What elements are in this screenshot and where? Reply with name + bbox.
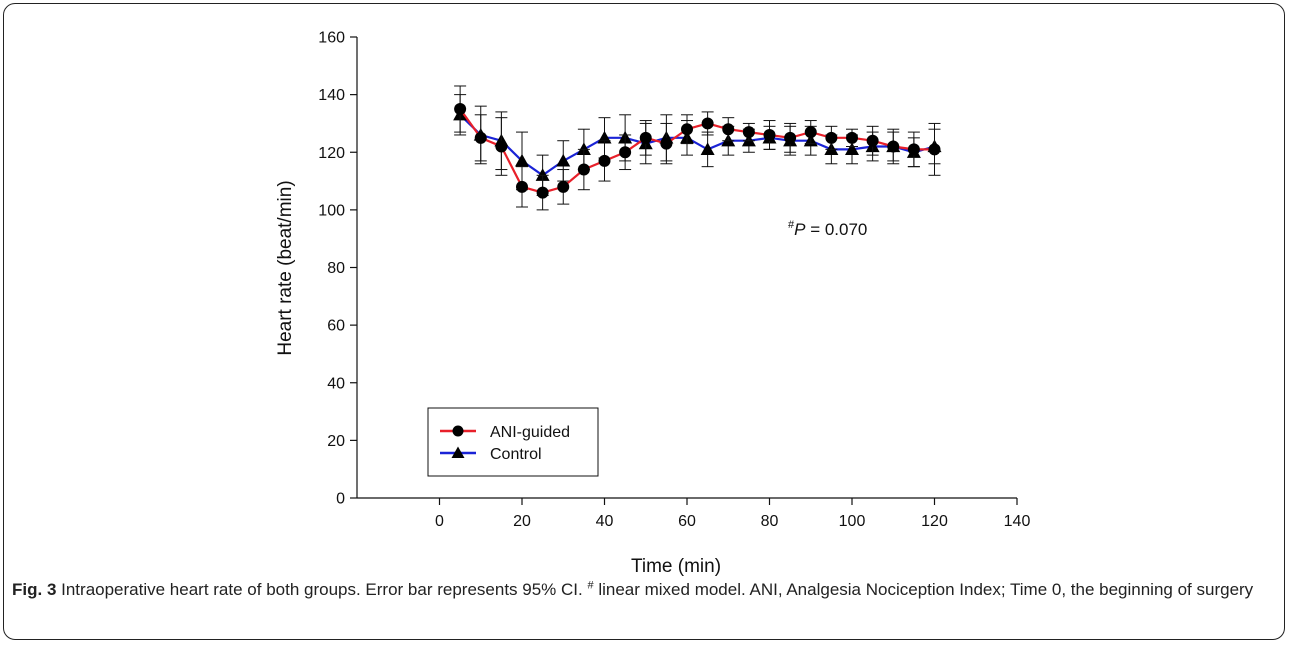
y-tick-label: 140 [318,87,345,104]
data-point-ani [866,134,879,147]
data-point-ani [681,123,693,136]
caption-text-2: linear mixed model. ANI, Analgesia Nocic… [593,580,1254,599]
y-tick-label: 40 [327,375,345,392]
data-point-ani [722,123,735,136]
data-point-ani [846,131,858,144]
x-tick-label: 40 [596,513,614,530]
series-layer [453,85,942,211]
y-tick-label: 80 [327,260,345,277]
data-point-ani [907,143,920,156]
series-line-control [459,114,935,177]
data-point-ani [639,131,652,144]
data-point-control [515,153,529,167]
data-point-control [576,142,591,155]
legend-label-control: Control [490,446,542,463]
legend-label-ani: ANI-guided [490,424,570,441]
annotation-p: P [794,220,806,239]
series-control [453,94,942,196]
y-tick-label: 20 [327,433,345,450]
data-point-ani [701,117,714,130]
data-point-control [845,142,859,155]
x-tick-label: 80 [761,513,779,530]
y-tick-label: 0 [336,491,345,508]
x-tick-label: 120 [921,513,948,530]
data-point-ani [825,131,838,144]
data-point-ani [495,140,508,153]
figure-frame [3,3,1285,640]
data-point-control [535,168,550,181]
data-point-ani [763,128,776,141]
y-tick-label: 160 [318,30,345,47]
legend-marker-ani [452,425,464,437]
data-point-ani [557,180,570,193]
data-point-ani [474,131,487,144]
data-point-ani [784,131,797,144]
figure-caption: Fig. 3 Intraoperative heart rate of both… [12,578,1274,602]
x-axis-label: Time (min) [631,556,721,577]
data-point-ani [619,146,632,159]
data-point-control [556,153,571,167]
data-point-ani [742,126,755,139]
x-tick-label: 20 [513,513,531,530]
x-tick-label: 0 [435,513,444,530]
x-tick-label: 60 [678,513,696,530]
annotation-superscript: # [788,219,795,231]
y-tick-label: 60 [327,318,345,335]
x-tick-label: 140 [1004,513,1031,530]
caption-text-1: Intraoperative heart rate of both groups… [56,580,588,599]
data-point-ani [577,163,590,176]
axes: 0 20 40 60 80 100 120 140 160 0 20 40 60 80 100 120 140 [318,30,1030,531]
y-tick-label: 120 [318,145,345,162]
y-tick-label: 100 [318,202,345,219]
legend-box [427,407,599,477]
data-point-control [700,142,715,155]
data-point-ani [660,137,673,150]
x-tick-label: 100 [839,513,866,530]
annotation-value: = 0.070 [805,220,867,239]
y-axis-label: Heart rate (beat/min) [275,180,296,355]
caption-superscript: # [587,579,594,592]
series-line-ani [459,108,935,194]
data-point-ani [536,186,549,199]
data-point-ani [887,140,900,153]
data-point-ani [928,143,941,156]
series-ani [454,85,941,211]
caption-label: Fig. 3 [12,580,57,599]
legend: ANI-guided Control [427,407,599,477]
p-value-annotation: #P = 0.070 [788,219,867,239]
data-point-ani [804,126,817,139]
legend-marker-control [451,446,465,458]
data-point-ani [454,103,467,116]
data-point-ani [598,154,611,167]
data-point-ani [516,180,528,193]
